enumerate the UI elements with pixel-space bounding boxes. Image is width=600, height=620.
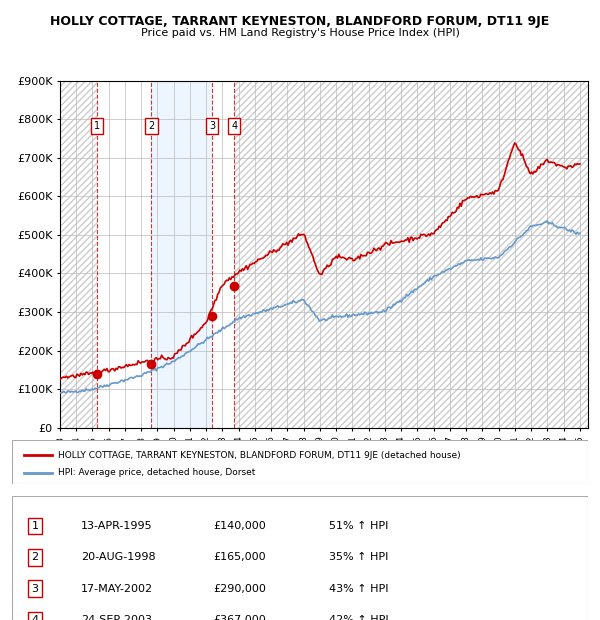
Text: 24-SEP-2003: 24-SEP-2003 <box>81 615 152 620</box>
Text: £367,000: £367,000 <box>214 615 266 620</box>
Text: 1: 1 <box>32 521 38 531</box>
Bar <box>235 81 588 428</box>
Text: 4: 4 <box>231 121 238 131</box>
Text: Price paid vs. HM Land Registry's House Price Index (HPI): Price paid vs. HM Land Registry's House … <box>140 28 460 38</box>
Text: 3: 3 <box>32 584 38 594</box>
Text: 2: 2 <box>31 552 38 562</box>
Text: £290,000: £290,000 <box>214 584 266 594</box>
Text: 42% ↑ HPI: 42% ↑ HPI <box>329 615 388 620</box>
Text: 1: 1 <box>94 121 100 131</box>
Text: 17-MAY-2002: 17-MAY-2002 <box>81 584 153 594</box>
Text: HOLLY COTTAGE, TARRANT KEYNESTON, BLANDFORD FORUM, DT11 9JE: HOLLY COTTAGE, TARRANT KEYNESTON, BLANDF… <box>50 16 550 29</box>
Bar <box>60 81 97 428</box>
Text: 51% ↑ HPI: 51% ↑ HPI <box>329 521 388 531</box>
Text: 13-APR-1995: 13-APR-1995 <box>81 521 153 531</box>
Text: 43% ↑ HPI: 43% ↑ HPI <box>329 584 388 594</box>
Text: 3: 3 <box>209 121 215 131</box>
Text: £165,000: £165,000 <box>214 552 266 562</box>
Text: HOLLY COTTAGE, TARRANT KEYNESTON, BLANDFORD FORUM, DT11 9JE (detached house): HOLLY COTTAGE, TARRANT KEYNESTON, BLANDF… <box>58 451 461 460</box>
Text: 2: 2 <box>148 121 155 131</box>
Text: 4: 4 <box>31 615 38 620</box>
Text: £140,000: £140,000 <box>214 521 266 531</box>
Bar <box>151 81 212 428</box>
Text: 20-AUG-1998: 20-AUG-1998 <box>81 552 156 562</box>
Text: 35% ↑ HPI: 35% ↑ HPI <box>329 552 388 562</box>
Text: HPI: Average price, detached house, Dorset: HPI: Average price, detached house, Dors… <box>58 468 256 477</box>
